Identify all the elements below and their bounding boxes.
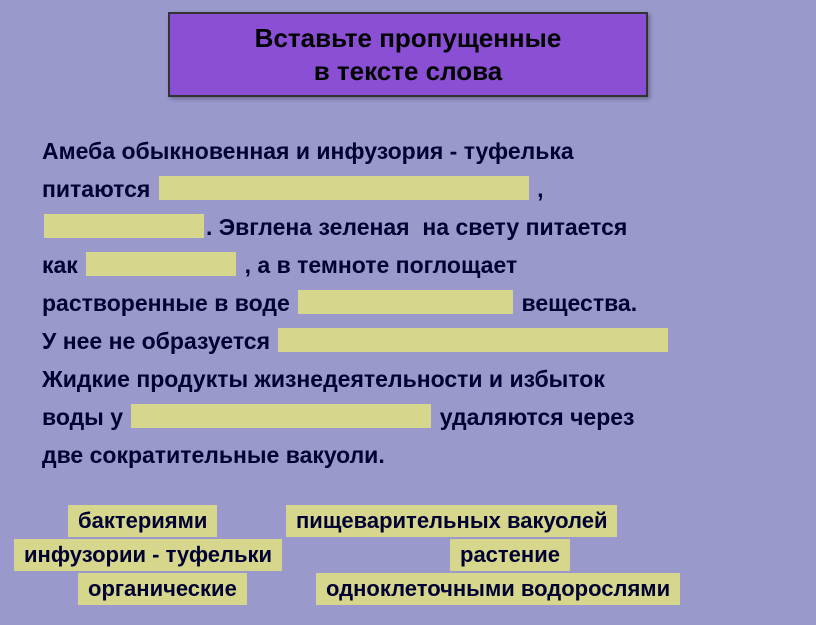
blank-1[interactable] bbox=[159, 176, 529, 200]
blank-2[interactable] bbox=[44, 214, 204, 238]
title-box: Вставьте пропущенные в тексте слова bbox=[168, 12, 648, 97]
chip-infusoria[interactable]: инфузории - туфельки bbox=[14, 539, 282, 571]
text-line: , bbox=[531, 176, 544, 202]
chip-plant[interactable]: растение bbox=[450, 539, 570, 571]
text-line: две сократительные вакуоли. bbox=[42, 442, 385, 468]
text-line: удаляются через bbox=[433, 404, 634, 430]
text-line: У нее не образуется bbox=[42, 328, 276, 354]
chip-bacteria[interactable]: бактериями bbox=[68, 505, 217, 537]
text-line: питаются bbox=[42, 176, 157, 202]
title-line-2: в тексте слова bbox=[182, 55, 634, 88]
text-line: растворенные в воде bbox=[42, 290, 296, 316]
text-line: вещества. bbox=[515, 290, 637, 316]
chip-organic[interactable]: органические bbox=[78, 573, 247, 605]
blank-6[interactable] bbox=[131, 404, 431, 428]
blank-5[interactable] bbox=[278, 328, 668, 352]
chip-digestive-vacuoles[interactable]: пищеварительных вакуолей bbox=[286, 505, 617, 537]
chip-unicellular-algae[interactable]: одноклеточными водорослями bbox=[316, 573, 680, 605]
blank-4[interactable] bbox=[298, 290, 513, 314]
fill-text: Амеба обыкновенная и инфузория - туфельк… bbox=[42, 132, 774, 474]
text-line: Жидкие продукты жизнедеятельности и избы… bbox=[42, 366, 605, 392]
text-line: как bbox=[42, 252, 84, 278]
blank-3[interactable] bbox=[86, 252, 236, 276]
text-line: . Эвглена зеленая на свету питается bbox=[206, 214, 627, 240]
text-line: воды у bbox=[42, 404, 129, 430]
text-line: Амеба обыкновенная и инфузория - туфельк… bbox=[42, 138, 574, 164]
text-line: , а в темноте поглощает bbox=[238, 252, 517, 278]
title-line-1: Вставьте пропущенные bbox=[182, 22, 634, 55]
